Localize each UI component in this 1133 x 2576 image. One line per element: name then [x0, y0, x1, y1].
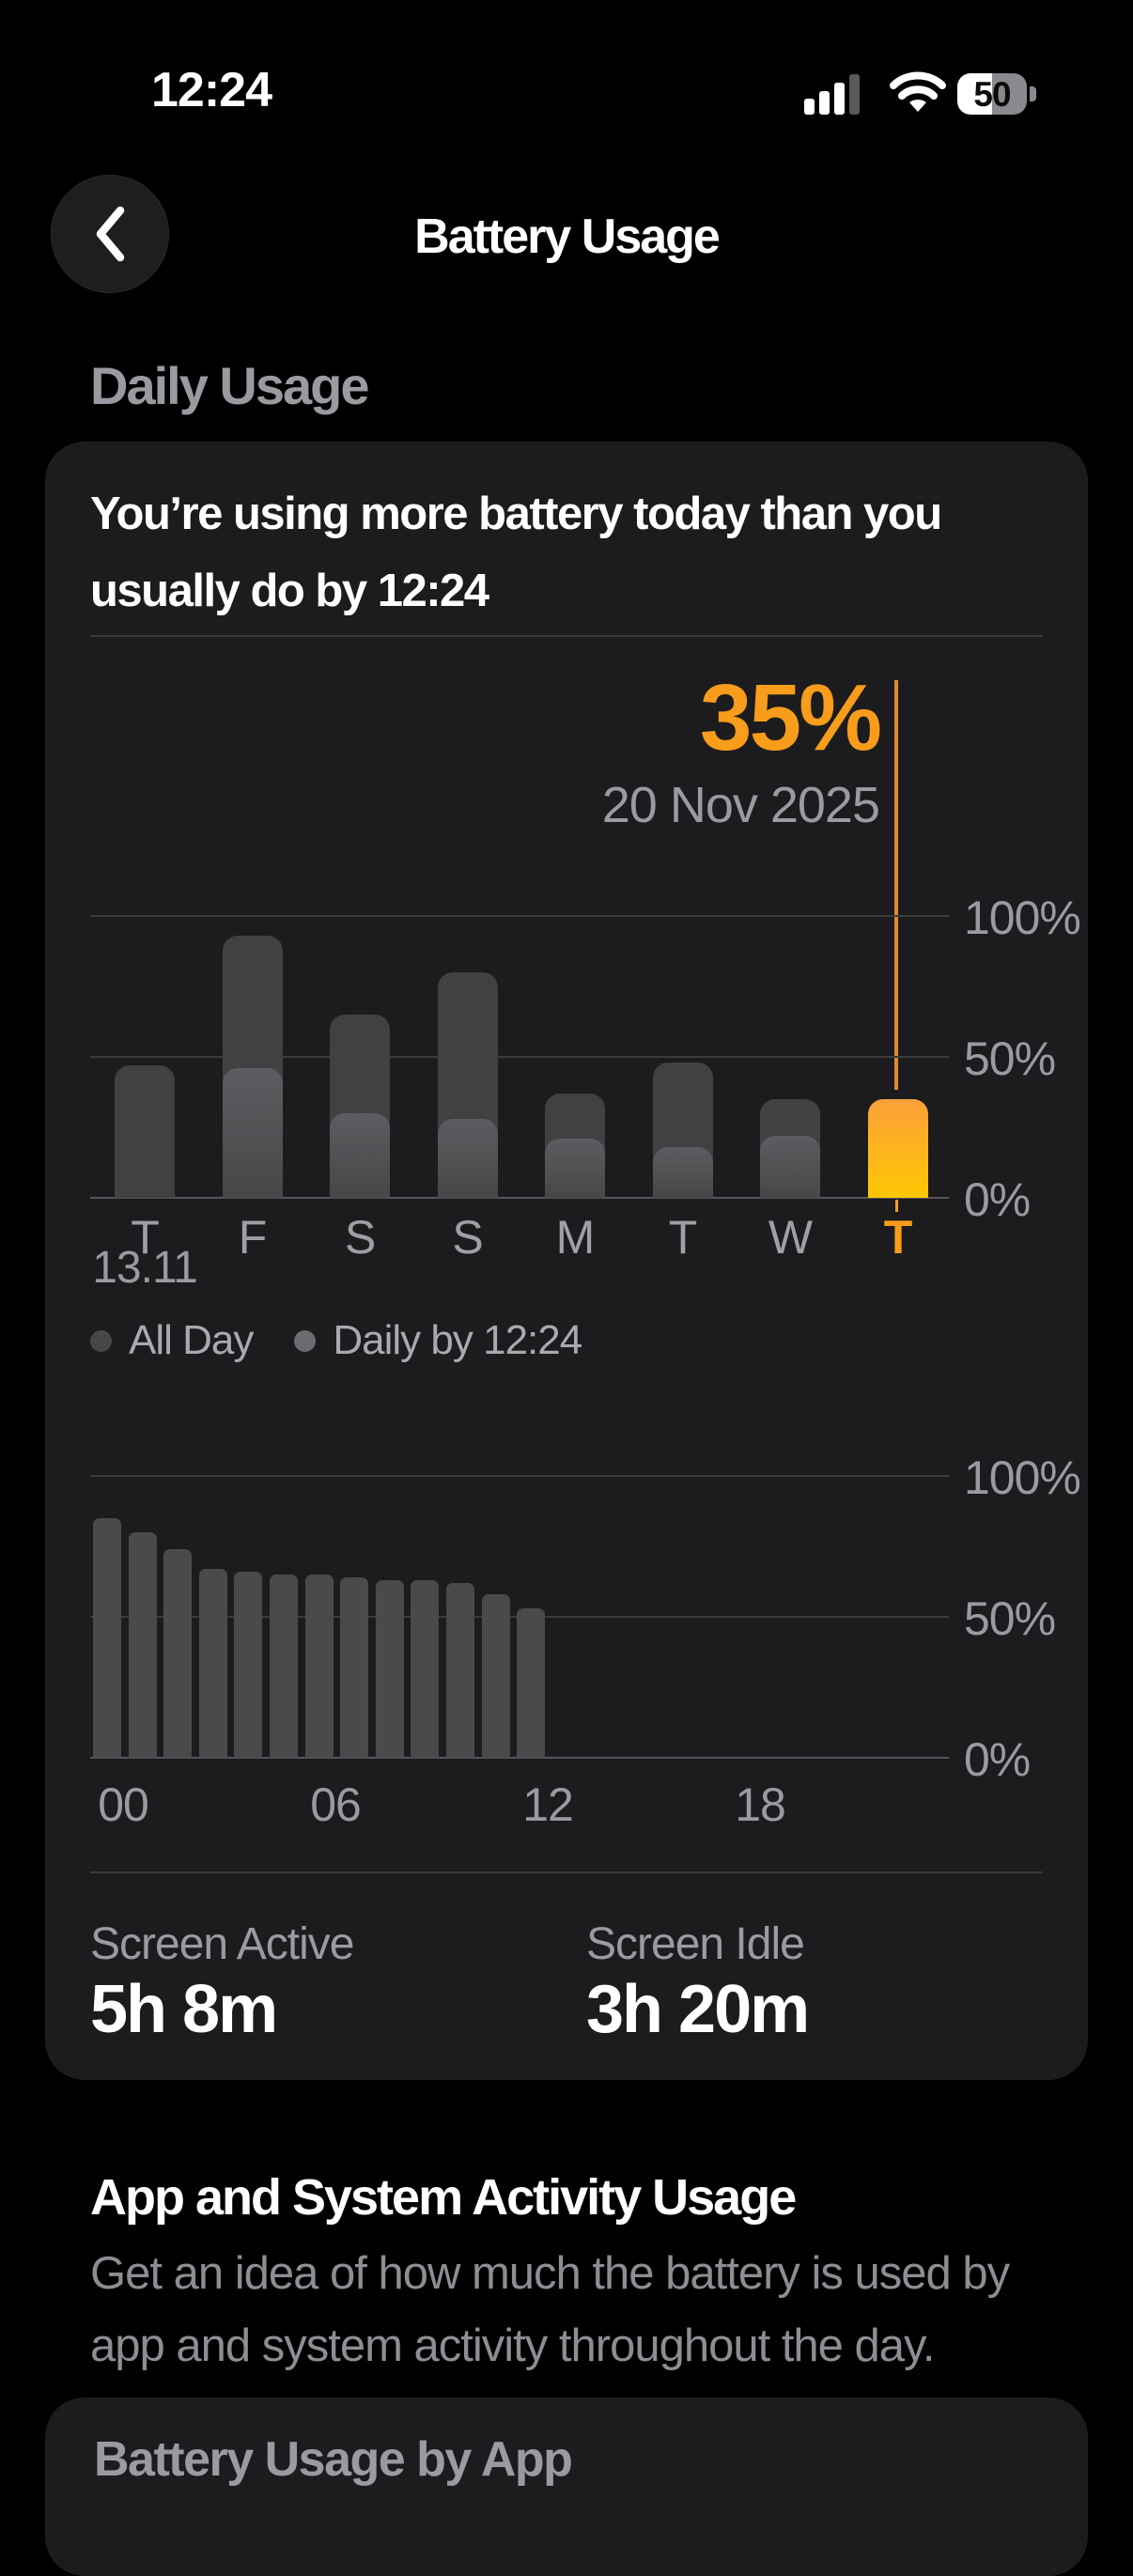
screen-idle-value: 3h 20m [586, 1972, 810, 2047]
gridline-100 [90, 1475, 949, 1477]
signal-bar-empty [849, 74, 860, 115]
selected-day-value: 35% [699, 665, 882, 770]
day-chart-ytick: 50% [964, 1032, 1056, 1085]
hour-bar [163, 1549, 193, 1758]
card-divider [90, 1871, 1043, 1873]
hour-bar [446, 1583, 474, 1758]
hour-axis-label: 18 [735, 1778, 786, 1831]
battery-percent: 50 [973, 75, 1011, 114]
hour-axis-label: 06 [310, 1778, 362, 1831]
day-bar-all-day[interactable] [115, 1065, 175, 1198]
day-bar-daily-partial[interactable] [330, 1113, 390, 1198]
signal-bar [804, 99, 815, 115]
hour-bar [93, 1518, 121, 1758]
selected-day-date: 20 Nov 2025 [601, 777, 880, 833]
status-time: 12:24 [151, 63, 272, 117]
day-axis-label[interactable]: T [883, 1211, 913, 1264]
app-activity-description: Get an idea of how much the battery is u… [90, 2248, 1010, 2371]
screen-active-value: 5h 8m [90, 1972, 278, 2047]
daily-usage-card [45, 442, 1088, 2080]
battery-fill [957, 73, 992, 115]
day-bar-daily-partial[interactable] [222, 1068, 283, 1198]
legend-item-all-day: All Day [90, 1317, 254, 1364]
legend-dot-daily-by [294, 1329, 317, 1352]
day-axis-label[interactable]: S [452, 1211, 483, 1264]
gridline-50 [90, 1056, 949, 1058]
day-chart-ytick: 0% [964, 1173, 1031, 1226]
hour-bar [340, 1577, 369, 1758]
day-axis-label[interactable]: W [768, 1211, 813, 1264]
legend-label: All Day [129, 1317, 254, 1363]
back-button[interactable] [51, 175, 169, 293]
hour-bar [375, 1580, 404, 1758]
hour-bar [411, 1580, 440, 1758]
hour-chart-ytick: 0% [964, 1733, 1031, 1786]
hour-bar [304, 1575, 334, 1758]
legend-label: Daily by 12:24 [333, 1317, 582, 1363]
battery-by-app-label: Battery Usage by App [94, 2432, 573, 2487]
day-bar-daily-partial[interactable] [760, 1136, 820, 1198]
screen-idle-label: Screen Idle [586, 1919, 805, 1969]
hour-bar [234, 1572, 263, 1758]
wifi-icon [889, 71, 947, 119]
selection-indicator-line [894, 680, 898, 1090]
day-chart-plot [90, 916, 949, 1198]
gridline-0 [90, 1197, 949, 1199]
screen-active-label: Screen Active [90, 1919, 354, 1969]
day-axis-label[interactable]: S [344, 1211, 376, 1264]
day-bar-daily-partial[interactable] [437, 1119, 498, 1198]
signal-bar [819, 91, 830, 115]
hour-axis-label: 12 [522, 1778, 574, 1831]
gridline-100 [90, 915, 949, 917]
hour-chart-ytick: 100% [964, 1451, 1081, 1504]
legend-dot-all-day [90, 1329, 112, 1352]
signal-bar [834, 83, 845, 115]
hour-chart-plot [90, 1476, 949, 1758]
day-axis-label[interactable]: T [668, 1211, 698, 1264]
battery-cap [1030, 86, 1036, 101]
hour-chart-ytick: 50% [964, 1592, 1056, 1645]
gridline-0 [90, 1757, 949, 1759]
day-bar-selected[interactable] [867, 1099, 928, 1198]
hour-axis-label: 00 [98, 1778, 149, 1831]
day-axis-label[interactable]: F [238, 1211, 268, 1264]
card-divider [90, 635, 1043, 637]
hour-bar [517, 1608, 546, 1758]
section-title-daily-usage: Daily Usage [90, 356, 369, 415]
hour-bar [481, 1594, 510, 1758]
day-bar-daily-partial[interactable] [545, 1139, 605, 1198]
chevron-left-icon [96, 206, 125, 262]
day-axis-label[interactable]: M [555, 1211, 596, 1264]
day-axis-label[interactable]: T [131, 1211, 160, 1264]
section-title-app-activity: App and System Activity Usage [90, 2169, 797, 2226]
selection-axis-tick [895, 1200, 898, 1212]
legend-item-daily-by: Daily by 12:24 [294, 1317, 582, 1364]
day-chart-ytick: 100% [964, 892, 1081, 944]
hour-bar [198, 1569, 227, 1758]
cellular-signal-icon [804, 73, 860, 115]
page-title: Battery Usage [414, 209, 721, 264]
hour-bar [128, 1532, 157, 1758]
day-axis-sublabel: 13.11 [92, 1243, 198, 1293]
battery-icon: 50 [957, 73, 1027, 115]
day-bar-daily-partial[interactable] [652, 1147, 713, 1198]
hour-bar [270, 1575, 298, 1758]
chart-legend: All Day Daily by 12:24 [90, 1317, 582, 1364]
battery-insight-headline: You’re using more battery today than you… [90, 489, 942, 616]
